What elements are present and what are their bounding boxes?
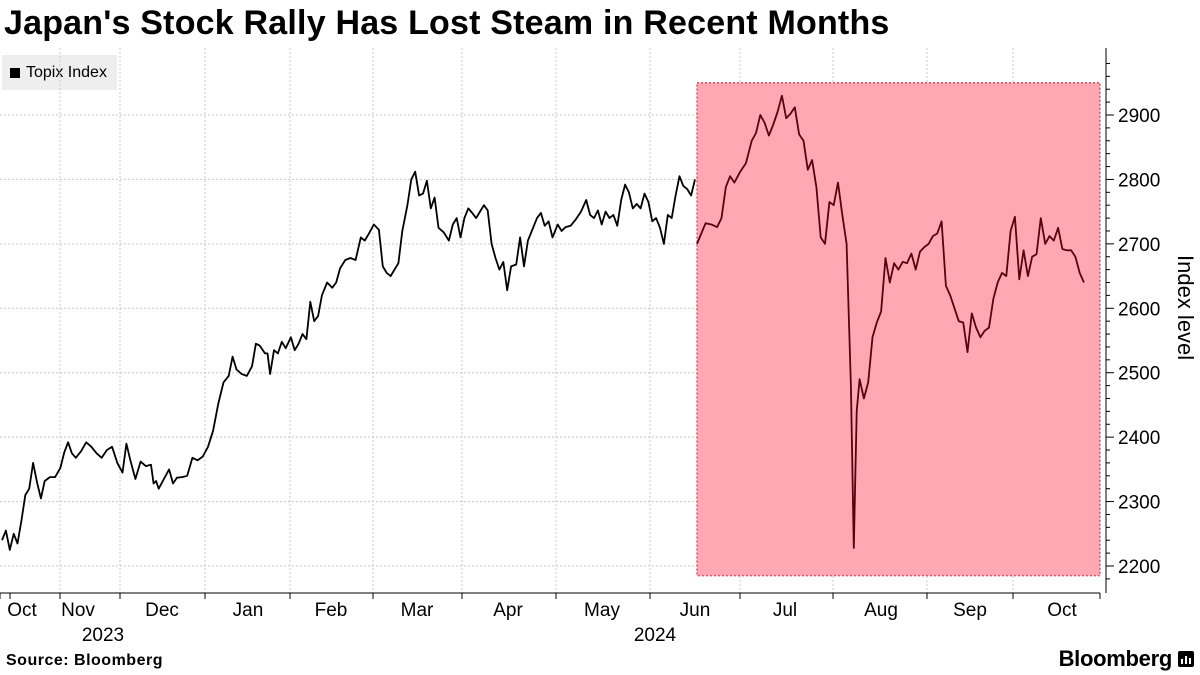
y-tick-label: 2900 [1118,106,1160,127]
y-tick-label: 2600 [1118,299,1160,320]
highlight-region [696,82,1101,577]
legend-swatch [10,67,20,78]
y-tick-label: 2700 [1118,235,1160,256]
chart-title: Japan's Stock Rally Has Lost Steam in Re… [4,4,890,42]
bloomberg-logo: Bloomberg [1059,646,1194,672]
year-label: 2024 [634,625,677,646]
brand-text: Bloomberg [1058,646,1173,671]
series-group [1,94,1085,551]
x-tick-label: Jun [680,600,711,621]
x-tick-label: Sep [953,600,987,621]
highlight-region-group [696,82,1101,577]
y-tick-label: 2800 [1118,170,1160,191]
bloomberg-mark-icon [1178,651,1194,667]
y-axis-label: Index level [1173,255,1198,360]
x-tick-label: Dec [145,600,179,621]
x-tick-label: Apr [493,600,523,621]
x-tick-label: Mar [401,600,434,621]
x-tick-label: Feb [315,600,348,621]
axes: 2200 2300 2400 2500 2600 2700 2800 2900 Index le… [0,48,1198,646]
y-tick-label: 2300 [1118,493,1160,514]
year-label: 2023 [82,625,124,646]
legend: Topix Index [2,55,117,90]
x-tick-label: Oct [1047,600,1077,621]
series-line-topix [1,170,696,551]
x-tick-label: May [584,600,620,621]
x-tick-label: Nov [61,600,95,621]
x-tick-label: Oct [7,600,37,621]
y-tick-label: 2500 [1118,364,1160,385]
x-tick-label: Aug [864,600,898,621]
series-line-topix-recent [696,94,1085,549]
y-tick-label: 2400 [1118,428,1160,449]
source-note: Source: Bloomberg [6,652,163,669]
x-tick-label: Jul [773,600,797,621]
legend-label: Topix Index [26,63,107,81]
y-tick-label: 2200 [1118,557,1160,578]
x-tick-label: Jan [233,600,264,621]
